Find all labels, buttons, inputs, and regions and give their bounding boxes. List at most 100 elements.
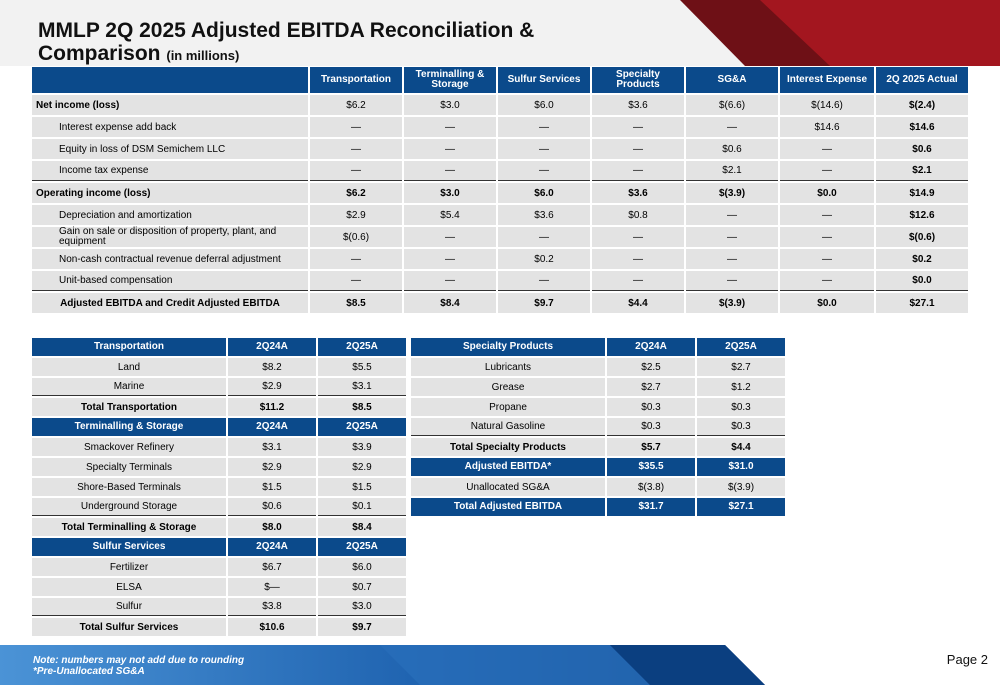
header-specialty: Specialty Products — [592, 67, 684, 93]
table-row: Adjusted EBITDA and Credit Adjusted EBIT… — [32, 293, 968, 313]
cell-value: $1.2 — [697, 378, 785, 396]
cell-value: $5.7 — [607, 438, 695, 456]
cell-value: — — [780, 227, 874, 247]
cell-value: $0.2 — [876, 249, 968, 269]
title-suffix: (in millions) — [166, 48, 240, 63]
row-label: Sulfur — [32, 598, 226, 616]
cell-value: $6.2 — [310, 183, 402, 203]
cell-value: $6.0 — [498, 95, 590, 115]
cell-value: $— — [228, 578, 316, 596]
cell-value: $0.2 — [498, 249, 590, 269]
section-header: Transportation 2Q24A 2Q25A — [32, 338, 406, 356]
table-row: Smackover Refinery $3.1 $3.9 — [32, 438, 406, 456]
cell-value: — — [780, 139, 874, 159]
cell-value: — — [498, 139, 590, 159]
total-adjusted-ebitda-row: Total Adjusted EBITDA $31.7 $27.1 — [411, 498, 785, 516]
cell-value: — — [404, 117, 496, 137]
cell-value: $10.6 — [228, 618, 316, 636]
cell-value: $4.4 — [592, 293, 684, 313]
cell-value: $2.7 — [697, 358, 785, 376]
cell-value: $8.2 — [228, 358, 316, 376]
total-row: Total Specialty Products $5.7 $4.4 — [411, 438, 785, 456]
cell-value: $8.5 — [318, 398, 406, 416]
cell-value: — — [686, 117, 778, 137]
row-label: Gain on sale or disposition of property,… — [32, 227, 308, 247]
cell-value: $0.0 — [780, 183, 874, 203]
title-line2: Comparison — [38, 42, 161, 65]
cell-value: — — [592, 139, 684, 159]
row-label: Propane — [411, 398, 605, 416]
row-label: Non-cash contractual revenue deferral ad… — [32, 249, 308, 269]
cell-value: $6.7 — [228, 558, 316, 576]
cell-value: $2.5 — [607, 358, 695, 376]
table-row: Land $8.2 $5.5 — [32, 358, 406, 376]
cell-value: $8.0 — [228, 518, 316, 536]
cell-value: — — [404, 271, 496, 291]
row-label: Total Terminalling & Storage — [32, 518, 226, 536]
table-row: Income tax expense — — — — $2.1 — $2.1 — [32, 161, 968, 181]
section-header: Sulfur Services 2Q24A 2Q25A — [32, 538, 406, 556]
row-label: Total Specialty Products — [411, 438, 605, 456]
cell-value: — — [498, 271, 590, 291]
section-header: Specialty Products 2Q24A 2Q25A — [411, 338, 785, 356]
cell-value: $0.8 — [592, 205, 684, 225]
cell-value: $3.0 — [404, 95, 496, 115]
col-2q25a: 2Q25A — [318, 338, 406, 356]
cell-value: $27.1 — [876, 293, 968, 313]
header-actual: 2Q 2025 Actual — [876, 67, 968, 93]
cell-value: — — [780, 205, 874, 225]
cell-value: $0.6 — [686, 139, 778, 159]
table-row: Gain on sale or disposition of property,… — [32, 227, 968, 247]
row-label: Total Sulfur Services — [32, 618, 226, 636]
table-row: Propane $0.3 $0.3 — [411, 398, 785, 416]
adjusted-ebitda-row: Adjusted EBITDA* $35.5 $31.0 — [411, 458, 785, 476]
col-2q24a: 2Q24A — [228, 538, 316, 556]
row-label: Interest expense add back — [32, 117, 308, 137]
cell-value: $2.9 — [228, 458, 316, 476]
cell-value: $3.9 — [318, 438, 406, 456]
section-header: Terminalling & Storage 2Q24A 2Q25A — [32, 418, 406, 436]
cell-value: — — [404, 227, 496, 247]
row-label: Lubricants — [411, 358, 605, 376]
cell-value: $5.5 — [318, 358, 406, 376]
table-row: Grease $2.7 $1.2 — [411, 378, 785, 396]
cell-value: $0.0 — [780, 293, 874, 313]
table-row: ELSA $— $0.7 — [32, 578, 406, 596]
cell-value: $0.3 — [607, 418, 695, 436]
cell-value: — — [686, 271, 778, 291]
cell-value: — — [498, 161, 590, 181]
footer-band — [0, 645, 765, 685]
cell-value: $27.1 — [697, 498, 785, 516]
row-label: Income tax expense — [32, 161, 308, 181]
section-title: Terminalling & Storage — [32, 418, 226, 436]
cell-value: $(3.9) — [697, 478, 785, 496]
total-row: Total Terminalling & Storage $8.0 $8.4 — [32, 518, 406, 536]
header-stripes — [680, 0, 1000, 66]
cell-value: — — [404, 249, 496, 269]
cell-value: $(14.6) — [780, 95, 874, 115]
row-label: Shore-Based Terminals — [32, 478, 226, 496]
cell-value: — — [592, 271, 684, 291]
cell-value: — — [498, 227, 590, 247]
cell-value: — — [310, 249, 402, 269]
cell-value: — — [686, 205, 778, 225]
cell-value: — — [404, 161, 496, 181]
table-row: Sulfur $3.8 $3.0 — [32, 598, 406, 616]
cell-value: $3.0 — [318, 598, 406, 616]
cell-value: $6.0 — [318, 558, 406, 576]
table-row: Marine $2.9 $3.1 — [32, 378, 406, 396]
cell-value: — — [592, 249, 684, 269]
table-row: Unallocated SG&A $(3.8) $(3.9) — [411, 478, 785, 496]
header-sulfur: Sulfur Services — [498, 67, 590, 93]
cell-value: — — [592, 227, 684, 247]
cell-value: $8.5 — [310, 293, 402, 313]
section-title: Transportation — [32, 338, 226, 356]
cell-value: $(6.6) — [686, 95, 778, 115]
cell-value: $0.3 — [697, 418, 785, 436]
section-title: Specialty Products — [411, 338, 605, 356]
cell-value: $3.6 — [498, 205, 590, 225]
cell-value: $(0.6) — [876, 227, 968, 247]
table-row: Lubricants $2.5 $2.7 — [411, 358, 785, 376]
cell-value: $6.2 — [310, 95, 402, 115]
table-row: Specialty Terminals $2.9 $2.9 — [32, 458, 406, 476]
